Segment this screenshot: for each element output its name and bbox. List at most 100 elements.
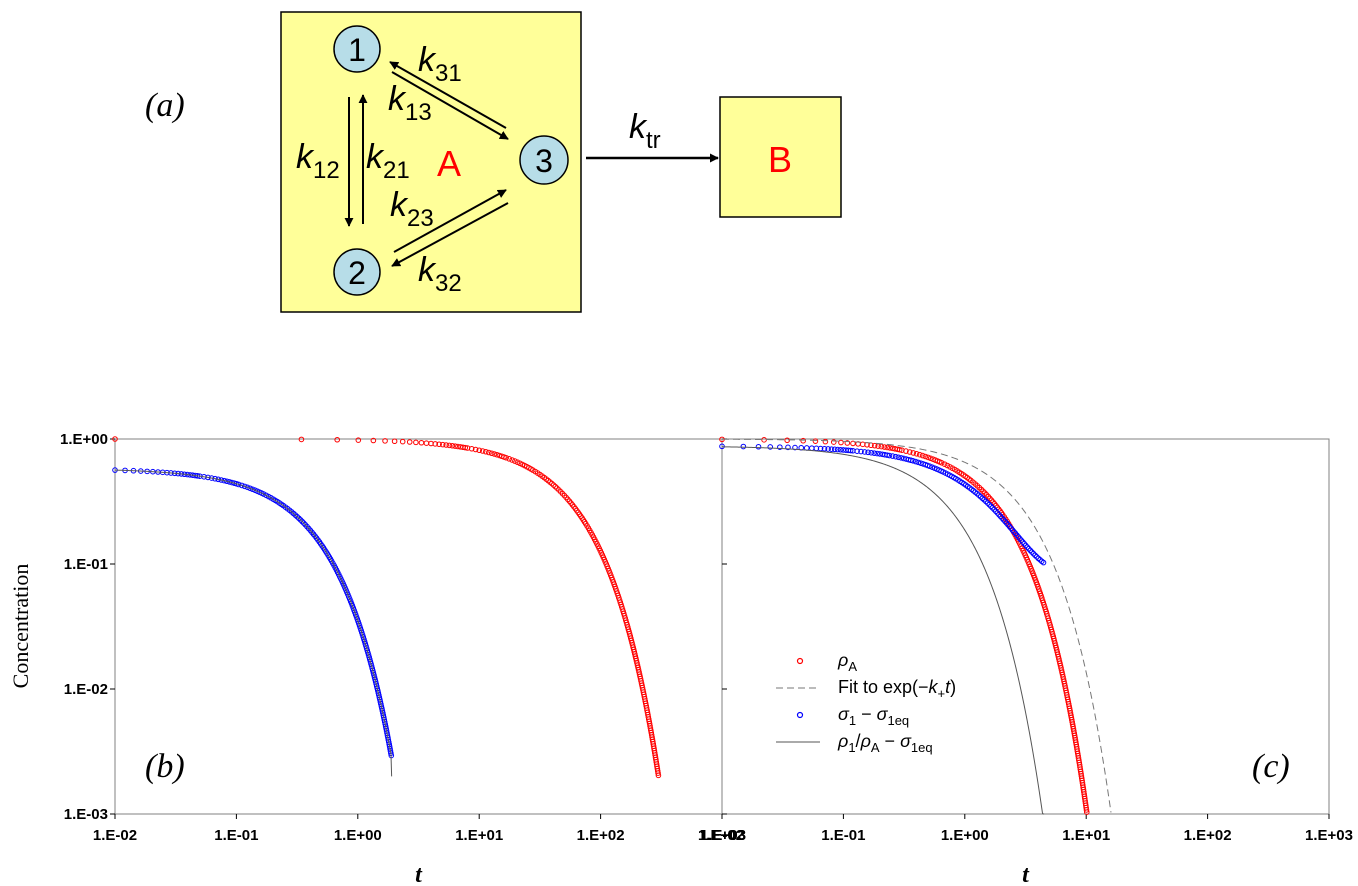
chart-c-x-axis-label: t: [1022, 862, 1030, 886]
chart-b-plot-frame: [114, 438, 723, 815]
chart-c-point: [988, 503, 994, 510]
state-node-3-label: 3: [535, 143, 553, 179]
chart-c-point: [817, 445, 824, 452]
chart-b-point: [241, 483, 248, 490]
chart-b-series-1: [112, 467, 395, 759]
chart-b-point: [446, 442, 453, 449]
chart-c-point: [986, 501, 993, 508]
chart-b-point: [298, 436, 305, 443]
chart-c-point: [761, 437, 767, 443]
chart-panel-c: 1.E-02 1.E-01 1.E+00 1.E+01 1.E+02 1.E+03 1.E+…: [698, 436, 1353, 886]
chart-c-point: [926, 463, 933, 470]
chart-c-point: [910, 450, 917, 456]
chart-c-point: [1027, 547, 1034, 554]
rate-label-k21: k21: [366, 138, 410, 184]
chart-c-point: [755, 443, 762, 450]
chart-c-point: [1030, 550, 1037, 557]
chart-b-y-tick-label: 1.E-02: [64, 681, 108, 698]
chart-b-point: [655, 772, 662, 779]
rate-label-k13: k13: [388, 80, 432, 126]
chart-c-point: [906, 449, 913, 455]
chart-c-point: [822, 438, 829, 445]
chart-c-point: [792, 444, 798, 451]
chart-b-point: [235, 481, 242, 488]
chart-b-point: [655, 770, 661, 776]
chart-c-point: [1022, 542, 1029, 549]
chart-b-point: [468, 445, 475, 452]
chart-c-point: [984, 500, 991, 506]
chart-c-point: [884, 452, 891, 458]
chart-c-point: [896, 446, 903, 453]
chart-c-point: [910, 458, 916, 464]
chart-b-point: [299, 518, 305, 525]
chart-b-x-tick-label: 1.E+00: [334, 827, 382, 844]
chart-c-point: [871, 450, 878, 456]
chart-c-point: [1002, 518, 1008, 525]
chart-b-point: [476, 447, 483, 454]
compartment-a-label: A: [437, 143, 461, 184]
chart-b-x-axis-label: t: [415, 862, 423, 886]
chart-c-x-tick-label: 1.E-02: [700, 827, 744, 844]
chart-c-point: [1083, 809, 1090, 815]
chart-b-line-solid: [114, 469, 393, 777]
chart-b-point: [112, 436, 118, 442]
legend-marker-0: [796, 657, 804, 665]
chart-c-point: [938, 460, 945, 466]
chart-b-point: [247, 485, 253, 492]
chart-c-legend: ρA Fit to exp(−k+t) σ1 − σ1eq ρ1/ρA − σ1eq: [776, 650, 956, 755]
legend-marker-2: [796, 711, 804, 719]
chart-c-x-tick-label: 1.E+03: [1305, 827, 1353, 844]
chart-c-point: [919, 452, 926, 459]
chart-c-point: [837, 446, 844, 453]
chart-c-point: [868, 449, 875, 456]
chart-c-point: [925, 454, 931, 461]
chart-c-point: [808, 445, 815, 451]
chart-c-point: [903, 448, 909, 454]
chart-b-point: [334, 436, 341, 443]
chart-b-point: [226, 479, 233, 485]
chart-c-point: [913, 450, 920, 457]
state-node-1-label: 1: [348, 32, 366, 68]
chart-c-series-2: [719, 443, 1047, 566]
chart-b-point: [449, 442, 456, 449]
chart-b-point: [486, 449, 492, 456]
chart-b-point: [506, 456, 513, 462]
chart-c-x-tick-label: 1.E+01: [1062, 827, 1110, 844]
chart-c-point: [916, 451, 923, 458]
chart-b-point: [300, 520, 307, 526]
legend-entry-0: ρA: [837, 650, 857, 674]
chart-b-x-tick-label: 1.E+03: [698, 827, 746, 844]
chart-b-y-tick-label: 1.E-01: [64, 556, 108, 573]
rate-label-ktr: ktr: [629, 108, 661, 154]
chart-c-panel-label: (c): [1252, 748, 1290, 785]
chart-c-point: [830, 439, 837, 445]
chart-c-point: [821, 445, 828, 452]
chart-b-point: [462, 444, 469, 451]
chart-b-point: [472, 446, 479, 453]
chart-c-point: [922, 453, 929, 460]
chart-b-point: [244, 484, 251, 491]
legend-entry-2: σ1 − σ1eq: [838, 704, 909, 728]
chart-c-point: [1032, 552, 1038, 559]
chart-c-point: [834, 446, 841, 453]
chart-c-point: [767, 444, 774, 450]
chart-b-point: [296, 515, 302, 522]
chart-b-point: [483, 448, 489, 455]
chart-c-point: [898, 455, 905, 461]
chart-c-point: [800, 437, 806, 444]
chart-c-point: [858, 448, 864, 455]
chart-b-y-tick-label: 1.E-03: [64, 806, 108, 823]
chart-b-x-tick-label: 1.E+02: [577, 827, 625, 844]
chart-b-series-0: [112, 436, 662, 779]
chart-b-point: [552, 483, 559, 490]
chart-c-point: [740, 443, 747, 450]
chart-b-x-tick-label: 1.E-02: [93, 827, 137, 844]
chart-b-point: [370, 437, 377, 444]
chart-b-panel-label: (b): [145, 748, 185, 785]
chart-b-point: [423, 440, 430, 446]
chart-c-point: [918, 460, 924, 466]
chart-b-point: [406, 439, 413, 445]
chart-c-point: [1083, 807, 1090, 813]
chart-b-point: [443, 442, 449, 448]
